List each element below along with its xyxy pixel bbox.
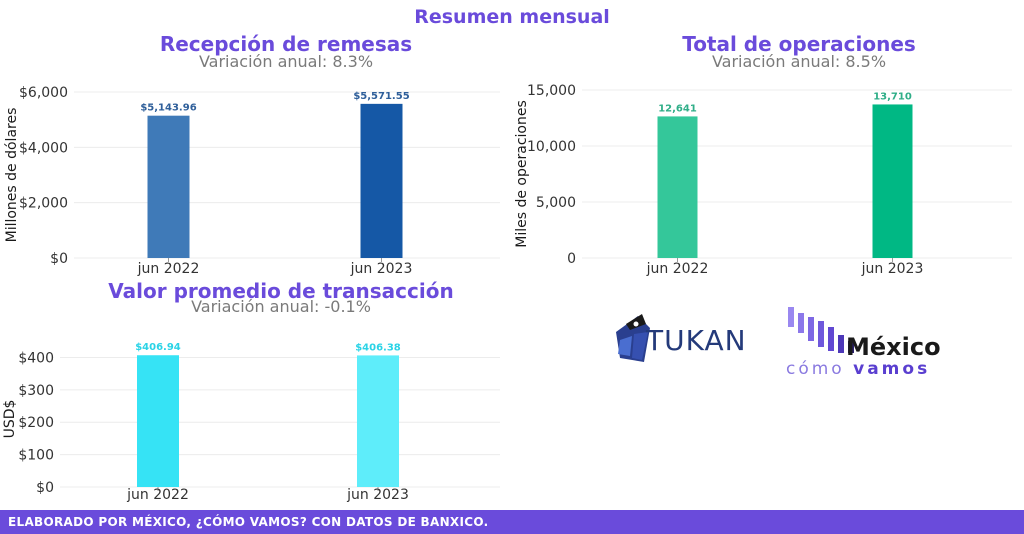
bar: [872, 104, 913, 258]
y-tick-label: $2,000: [19, 196, 68, 212]
mexico-bars-graphic: [788, 307, 854, 353]
y-tick-label: 5,000: [536, 195, 576, 211]
x-tick-label: jun 2023: [346, 487, 409, 503]
data-label: 12,641: [658, 103, 697, 114]
bar: [657, 116, 698, 258]
tukan-wordmark: TUKAN: [646, 324, 747, 357]
bar: [357, 355, 399, 487]
y-tick-label: $400: [18, 350, 54, 366]
x-tick-label: jun 2023: [350, 261, 413, 277]
y-axis-label: Millones de dólares: [4, 108, 20, 243]
y-tick-label: 15,000: [527, 83, 576, 99]
bar: [360, 103, 403, 258]
chart-title: Total de operaciones: [682, 32, 916, 56]
chart-title: Recepción de remesas: [159, 32, 413, 56]
y-tick-label: $0: [36, 480, 54, 496]
bar-chart-remesas: $0 $2,000 $4,000 $6,000 Millones de dólares $…: [4, 85, 500, 277]
y-tick-label: $200: [18, 415, 54, 431]
chart-panel-remesas: Recepción de remesas Variación anual: 8.…: [0, 32, 512, 282]
y-tick-label: $100: [18, 448, 54, 464]
footer-banner: ELABORADO POR MÉXICO, ¿CÓMO VAMOS? CON D…: [0, 510, 1024, 534]
bar-chart-valor-promedio: $0 $100 $200 $300 $400 USD$ $406.94 jun 2022 $40…: [2, 342, 500, 503]
y-axis-label: Miles de operaciones: [514, 100, 530, 248]
chart-panel-operaciones: Total de operaciones Variación anual: 8.…: [512, 32, 1024, 282]
x-tick-label: jun 2022: [646, 261, 709, 277]
x-tick-label: jun 2023: [861, 261, 924, 277]
y-tick-label: $300: [18, 383, 54, 399]
data-label: $406.38: [355, 342, 401, 353]
data-label: $406.94: [135, 342, 181, 353]
como-vamos-wordmark: cómo vamos: [786, 359, 966, 379]
bar: [147, 115, 190, 258]
vamos-word: vamos: [853, 359, 931, 379]
x-tick-label: jun 2022: [137, 261, 200, 277]
data-label: 13,710: [873, 91, 912, 102]
chart-subtitle: Variación anual: -0.1%: [191, 297, 371, 316]
data-label: $5,143.96: [140, 103, 196, 114]
tukan-logo: TUKAN: [608, 310, 748, 370]
chart-subtitle: Variación anual: 8.5%: [711, 52, 887, 71]
y-tick-label: 10,000: [527, 139, 576, 155]
y-tick-label: $0: [50, 251, 68, 267]
como-word: cómo: [786, 359, 845, 379]
y-tick-label: 0: [567, 251, 576, 267]
chart-subtitle: Variación anual: 8.3%: [198, 52, 374, 71]
mexico-wordmark: México: [846, 333, 941, 361]
chart-panel-valor-promedio: Valor promedio de transacción Variación …: [0, 279, 512, 507]
y-axis-label: USD$: [2, 400, 18, 439]
y-tick-label: $4,000: [19, 140, 68, 156]
data-label: $5,571.55: [353, 91, 409, 102]
bar: [137, 355, 179, 487]
tukan-logo-graphic: [616, 314, 650, 362]
chart-title: Valor promedio de transacción: [108, 279, 454, 303]
mexico-como-vamos-logo: México cómo vamos: [786, 305, 966, 380]
x-tick-label: jun 2022: [126, 487, 189, 503]
y-tick-label: $6,000: [19, 85, 68, 101]
main-title: Resumen mensual: [414, 6, 610, 28]
